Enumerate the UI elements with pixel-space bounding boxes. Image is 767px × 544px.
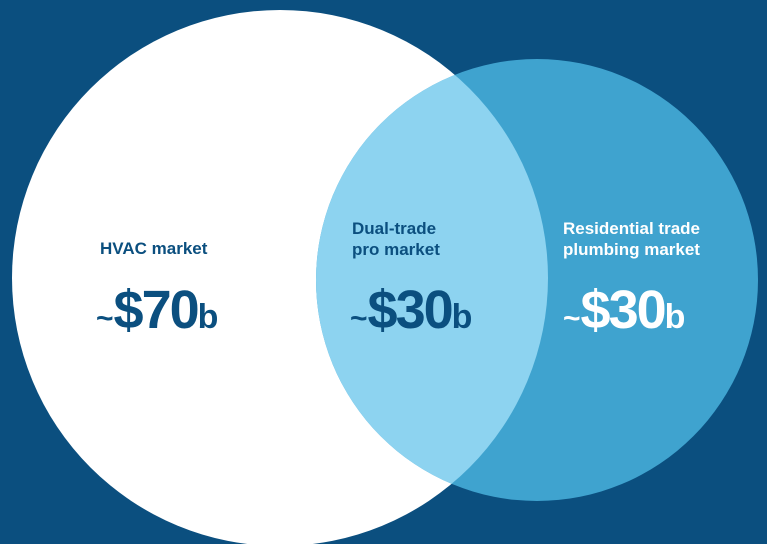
value-unit: b bbox=[665, 298, 686, 336]
overlap-labels: Dual-trade pro market ~$30b bbox=[350, 219, 472, 340]
value-unit: b bbox=[452, 298, 473, 336]
hvac-labels: HVAC market ~$70b bbox=[96, 239, 218, 340]
node-label: Residential trade bbox=[563, 219, 700, 238]
value-prefix: ~ bbox=[563, 302, 581, 335]
value-unit: b bbox=[198, 298, 219, 336]
node-label: plumbing market bbox=[563, 240, 700, 259]
value-prefix: ~ bbox=[96, 302, 114, 335]
value-amount: $30 bbox=[368, 280, 452, 340]
node-label: Dual-trade bbox=[352, 219, 436, 238]
node-value: ~$30b bbox=[350, 280, 472, 340]
node-value: ~$70b bbox=[96, 280, 218, 340]
value-amount: $30 bbox=[581, 280, 665, 340]
overlap-region bbox=[316, 59, 548, 501]
node-label: pro market bbox=[352, 240, 440, 259]
plumbing-labels: Residential trade plumbing market ~$30b bbox=[563, 219, 700, 340]
value-amount: $70 bbox=[114, 280, 198, 340]
node-label: HVAC market bbox=[100, 239, 208, 258]
node-value: ~$30b bbox=[563, 280, 685, 340]
value-prefix: ~ bbox=[350, 302, 368, 335]
